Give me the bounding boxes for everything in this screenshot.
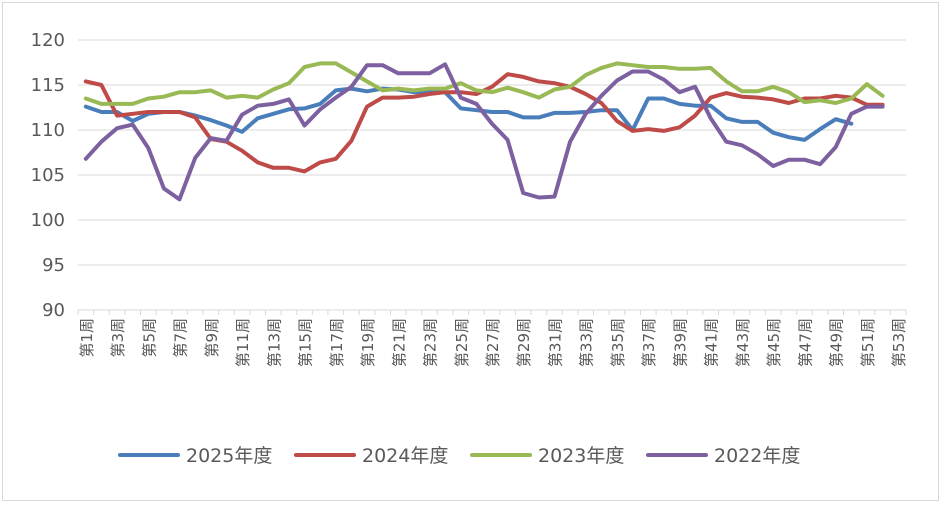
x-tick-label: 第13周 [265,318,283,367]
x-tick-label: 第51周 [859,318,877,367]
legend-label: 2023年度 [538,445,624,467]
legend-label: 2022年度 [714,445,800,467]
x-tick-label: 第7周 [172,318,190,358]
y-tick-label: 105 [31,165,65,186]
x-tick-label: 第35周 [609,318,627,367]
series-line-2025年度 [83,86,854,142]
x-tick-label: 第23周 [422,318,440,367]
x-tick-label: 第17周 [328,318,346,367]
x-tick-label: 第49周 [828,318,846,367]
x-tick-label: 第3周 [109,318,127,358]
x-tick-label: 第5周 [140,318,158,358]
x-axis: 第1周 第3周 第5周 第7周 第9周 第11周 第13周 第15周 第17周 第19周 第21周第… [77,309,908,367]
x-tick-label: 第47周 [796,318,814,367]
x-tick-label: 第11周 [234,318,252,367]
y-tick-label: 115 [31,75,65,96]
y-tick-label: 110 [31,120,65,141]
x-tick-label: 第53周 [890,318,908,367]
y-tick-label: 100 [31,210,65,231]
x-tick-label: 第45周 [765,318,783,367]
series-lines [83,61,885,202]
legend: 2025年度 2024年度 2023年度 2022年度 [118,445,800,467]
x-tick-label: 第27周 [484,318,502,367]
series-line-2022年度 [83,62,885,202]
x-tick-label: 第39周 [671,318,689,367]
series-line-2023年度 [83,61,885,106]
x-tick-label: 第41周 [703,318,721,367]
y-tick-label: 95 [42,255,65,276]
x-tick-label: 第29周 [515,318,533,367]
x-tick-label: 第15周 [297,318,315,367]
y-axis: 90 95 100 105 110 115 120 [31,30,65,321]
y-tick-label: 120 [31,30,65,51]
x-tick-label: 第43周 [734,318,752,367]
legend-label: 2025年度 [186,445,272,467]
x-tick-label: 第21周 [390,318,408,367]
x-tick-label: 第9周 [203,318,221,358]
x-tick-label: 第37周 [640,318,658,367]
y-tick-label: 90 [42,300,65,321]
x-tick-label: 第25周 [453,318,471,367]
x-tick-label: 第31周 [546,318,564,367]
gridlines [78,39,906,311]
x-tick-label: 第19周 [359,318,377,367]
x-tick-label: 第1周 [78,318,96,358]
legend-label: 2024年度 [362,445,448,467]
x-tick-label: 第33周 [578,318,596,367]
